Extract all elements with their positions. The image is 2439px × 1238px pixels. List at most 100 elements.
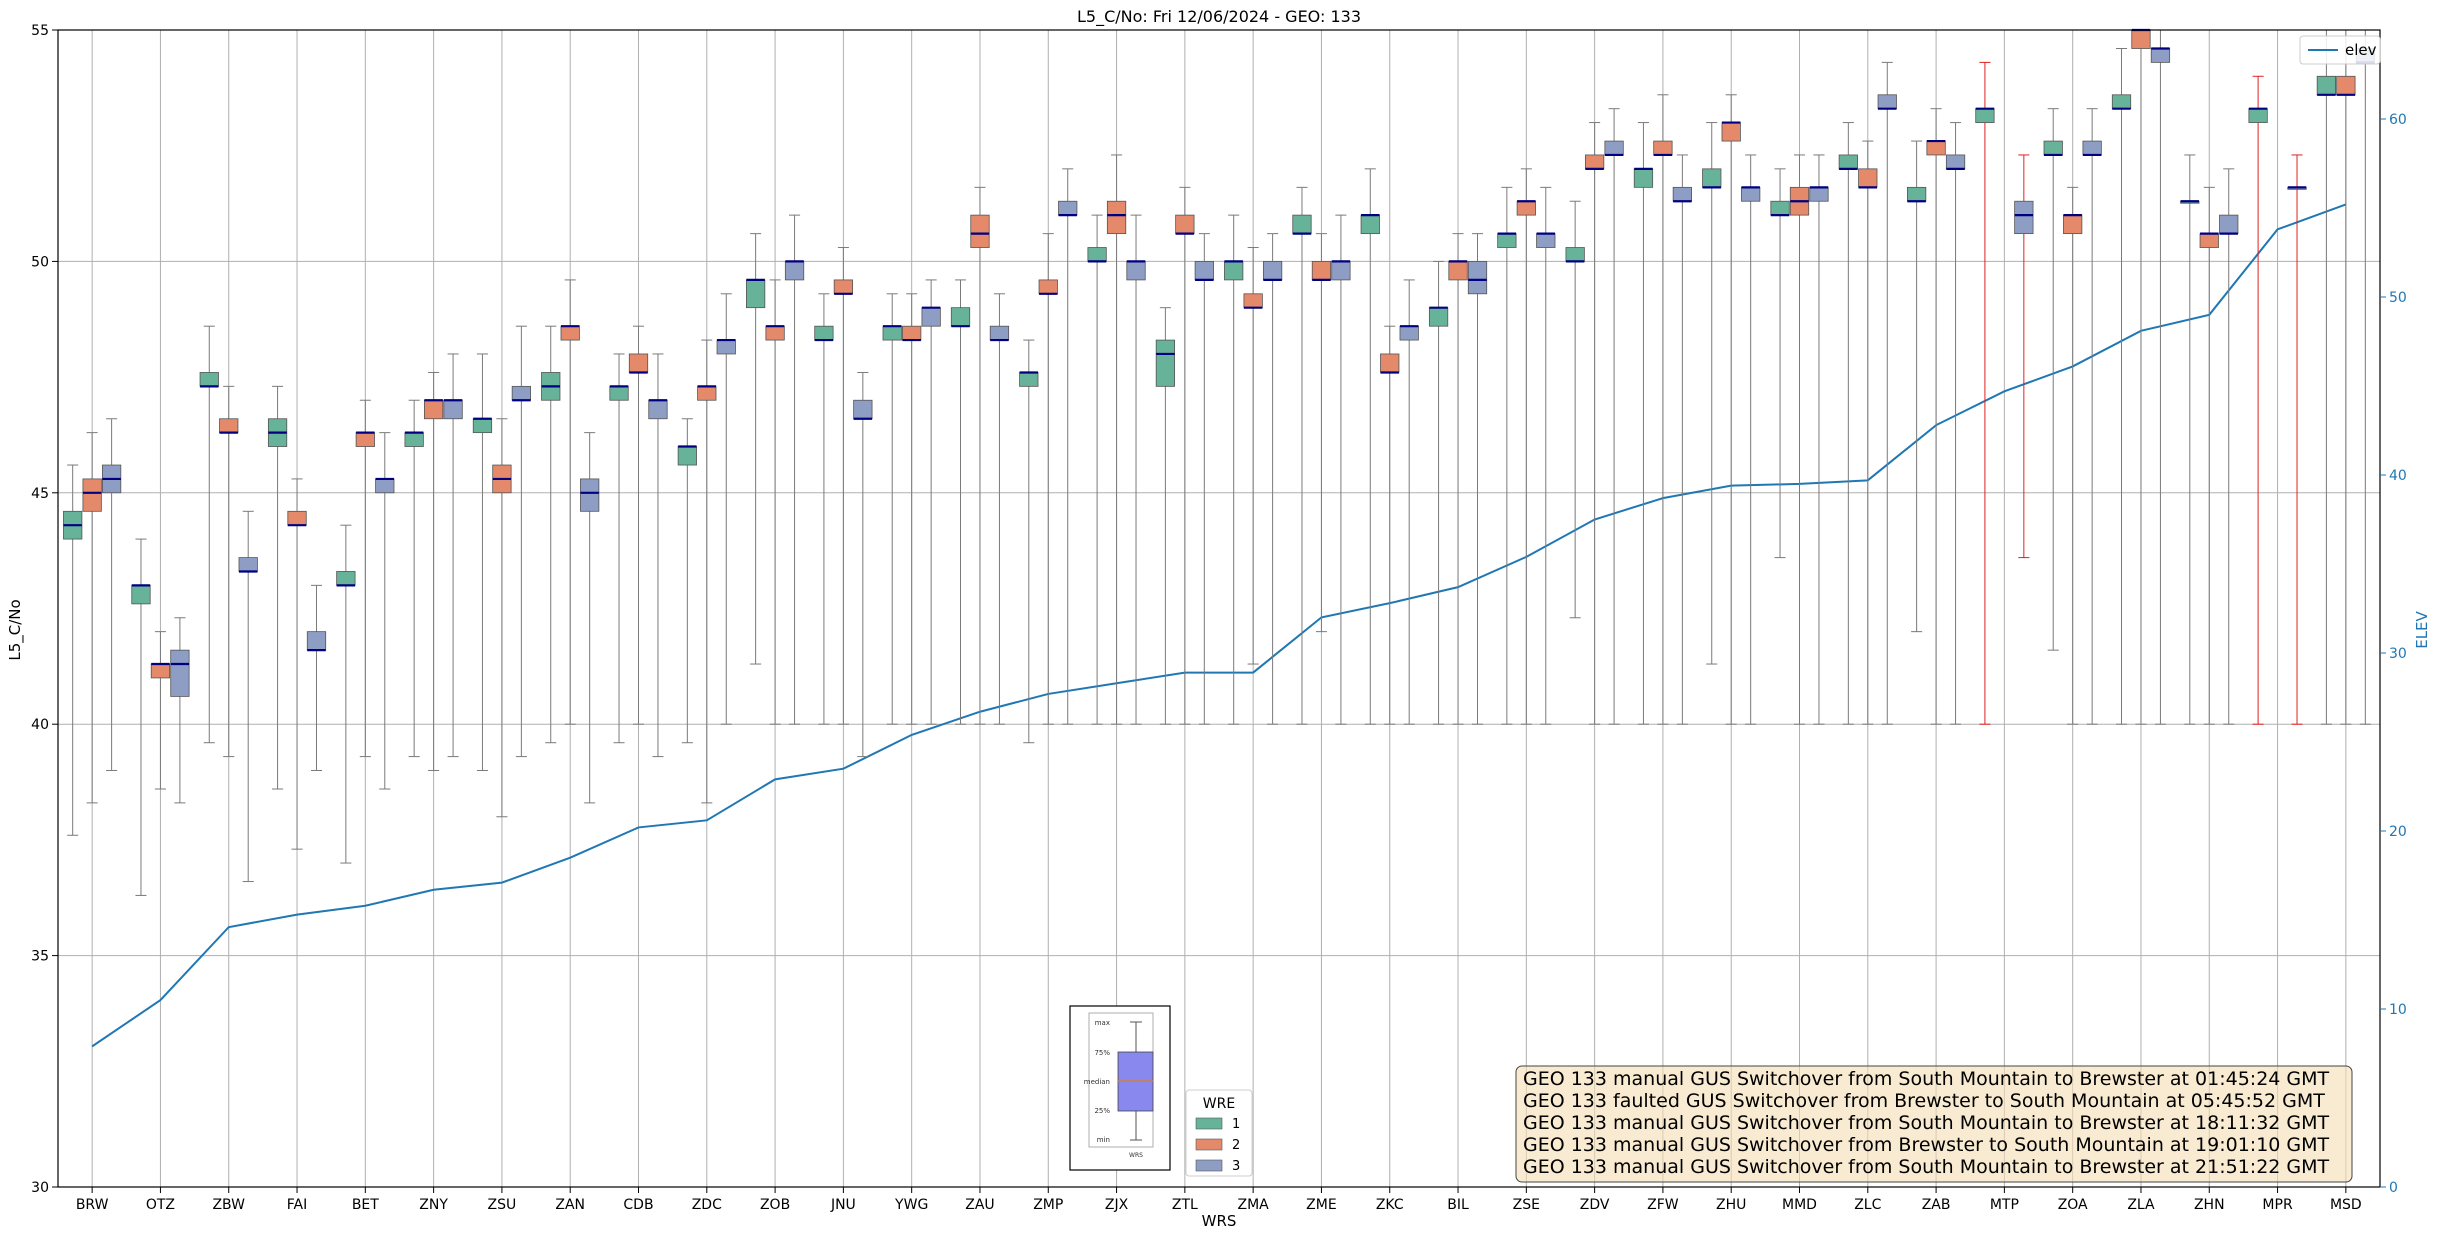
iqr-box (1155, 339, 1176, 387)
x-tick-label: YWG (894, 1197, 928, 1213)
x-tick-label: ZAN (555, 1197, 585, 1213)
box-FAI-wre2 (287, 478, 307, 850)
box-FAI-wre3 (306, 584, 327, 771)
box-ZKC-wre2 (1380, 325, 1400, 725)
y-tick-label: 50 (31, 254, 49, 270)
annotation-line-1: GEO 133 manual GUS Switchover from South… (1523, 1068, 2330, 1090)
elev-legend-frame (2299, 35, 2381, 65)
box-ZMA-wre3 (1262, 233, 1283, 725)
box-ZME-wre2 (1311, 233, 1332, 633)
iqr-box (1907, 186, 1927, 202)
x-tick-label: ZMA (1238, 1197, 1270, 1213)
iqr-box (2014, 200, 2034, 235)
wre-legend-label-3: 3 (1232, 1159, 1240, 1174)
box-MTP-wre1 (1975, 61, 1995, 725)
iqr-box (814, 325, 834, 341)
iqr-box (1653, 140, 1673, 156)
x-tick-label: BIL (1447, 1197, 1469, 1213)
iqr-box (833, 279, 854, 295)
x-tick-label: BET (352, 1197, 379, 1213)
box-ZKC-wre1 (1360, 168, 1380, 725)
elev-legend-label: elev (2345, 41, 2377, 59)
box-ZMA-wre1 (1224, 214, 1244, 725)
iqr-box (2131, 29, 2151, 49)
iqr-box (1126, 260, 1146, 281)
x-tick-label: ZBW (212, 1197, 245, 1213)
box-ZFW-wre1 (1633, 122, 1654, 725)
x-tick-label: MTP (1990, 1197, 2019, 1213)
box-ZAN-wre2 (560, 279, 580, 725)
box-YWG-wre3 (921, 279, 941, 725)
iqr-box (1926, 140, 1946, 156)
box-ZOA-wre2 (2063, 186, 2083, 725)
x-tick-label: ZLA (2127, 1197, 2155, 1213)
inset-label-median: median (1084, 1078, 1110, 1086)
iqr-box (1380, 353, 1400, 373)
iqr-box (2248, 108, 2268, 123)
iqr-box (355, 432, 375, 447)
box-ZDC-wre2 (697, 339, 717, 804)
iqr-box (1565, 247, 1585, 262)
box-ZHU-wre3 (1741, 154, 1761, 725)
box-BRW-wre1 (63, 464, 83, 836)
y2-tick-label: 30 (2389, 646, 2407, 662)
iqr-box (423, 399, 444, 420)
annotation-line-2: GEO 133 faulted GUS Switchover from Brew… (1523, 1090, 2325, 1112)
box-ZSE-wre2 (1516, 168, 1536, 725)
box-BRW-wre2 (82, 432, 102, 804)
iqr-box (1838, 154, 1858, 170)
x-tick-label: MSD (2330, 1197, 2362, 1213)
iqr-box (677, 446, 697, 466)
iqr-box (609, 385, 629, 401)
box-ZMP-wre1 (1019, 339, 1039, 744)
iqr-box (287, 510, 307, 526)
y2-axis-label: ELEV (2413, 610, 2431, 648)
box-ZOB-wre3 (784, 214, 805, 725)
iqr-box (648, 399, 668, 420)
inset-label-25: 25% (1094, 1107, 1110, 1115)
x-tick-label: ZME (1306, 1197, 1337, 1213)
iqr-box (404, 432, 424, 447)
box-ZAU-wre2 (970, 186, 990, 725)
iqr-box (1770, 200, 1790, 216)
box-ZTL-wre1 (1155, 307, 1176, 725)
box-ZHU-wre1 (1702, 122, 1722, 665)
wre-legend-swatch-2 (1195, 1138, 1223, 1151)
box-ZAU-wre3 (989, 293, 1010, 725)
iqr-box (1945, 154, 1966, 170)
box-BET-wre1 (336, 524, 356, 864)
iqr-box (1038, 279, 1058, 295)
x-tick-label: ZOA (2058, 1197, 2088, 1213)
box-ZTL-wre2 (1175, 186, 1195, 725)
x-tick-label: ZMP (1033, 1197, 1063, 1213)
box-MPR-wre3 (2287, 154, 2307, 725)
annotation-line-5: GEO 133 manual GUS Switchover from South… (1523, 1156, 2330, 1178)
switchover-annotation: GEO 133 manual GUS Switchover from South… (1515, 1065, 2353, 1183)
iqr-box (1497, 233, 1517, 248)
box-ZOA-wre3 (2082, 108, 2102, 725)
wre-legend-swatch-3 (1195, 1159, 1223, 1172)
box-ZSU-wre2 (492, 418, 512, 818)
box-series (63, 28, 2375, 896)
iqr-box (2063, 214, 2083, 235)
y2-tick-label: 50 (2389, 290, 2407, 306)
box-OTZ-wre1 (131, 538, 151, 896)
y2-tick-label: 10 (2389, 1002, 2407, 1018)
iqr-box (2219, 214, 2239, 235)
iqr-box (1721, 122, 1741, 142)
iqr-box (1175, 214, 1195, 235)
iqr-box (560, 325, 580, 341)
box-MPR-wre1 (2248, 75, 2268, 725)
wre-legend-label-1: 1 (1232, 1117, 1240, 1132)
box-JNU-wre3 (853, 371, 873, 758)
box-ZHU-wre2 (1721, 94, 1741, 725)
iqr-box (1809, 186, 1829, 202)
box-ZHN-wre1 (2180, 154, 2200, 725)
elev-legend: elev (2299, 35, 2381, 65)
y2-tick-label: 0 (2389, 1180, 2398, 1196)
box-ZDV-wre1 (1565, 200, 1585, 619)
x-tick-label: ZLC (1854, 1197, 1881, 1213)
y2-tick-label: 60 (2389, 112, 2407, 128)
x-tick-label: ZHU (1716, 1197, 1746, 1213)
